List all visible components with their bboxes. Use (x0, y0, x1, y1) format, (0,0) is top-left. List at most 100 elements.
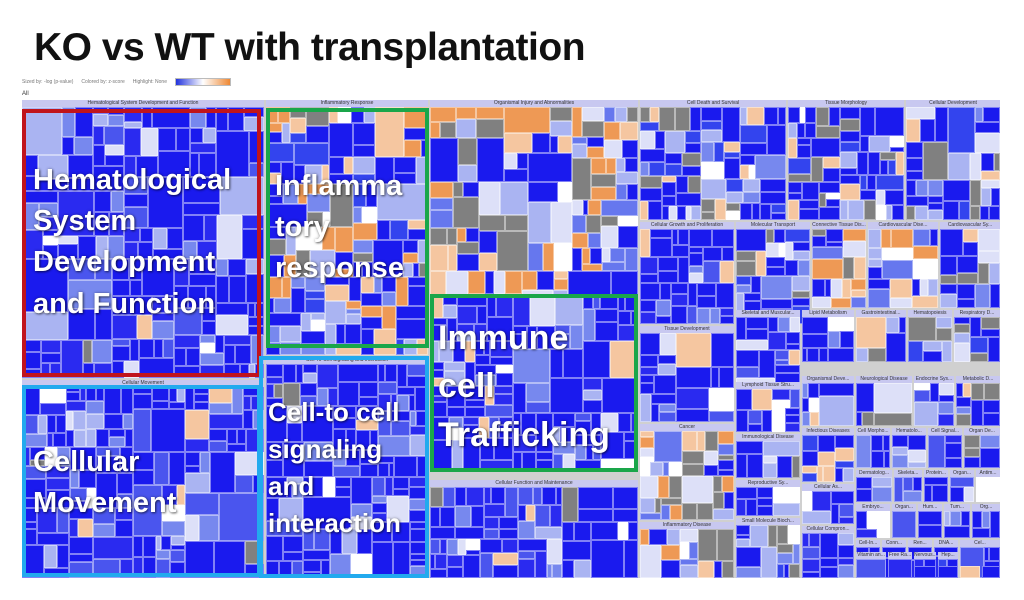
treemap-cell[interactable] (281, 162, 294, 184)
region-header[interactable]: Cardiovascular Dise... (868, 222, 938, 229)
treemap-cell[interactable] (918, 525, 942, 538)
treemap-cell[interactable] (793, 544, 800, 564)
treemap-cell[interactable] (736, 499, 746, 516)
treemap-cell[interactable] (867, 511, 877, 529)
treemap-cell[interactable] (374, 329, 396, 355)
region-dis[interactable] (960, 566, 980, 578)
treemap-cell[interactable] (558, 182, 572, 202)
treemap-cell[interactable] (362, 262, 373, 277)
treemap-cell[interactable] (685, 131, 701, 143)
treemap-cell[interactable] (759, 350, 775, 378)
treemap-cell[interactable] (896, 152, 904, 175)
treemap-cell[interactable] (572, 248, 582, 271)
treemap-cell[interactable] (701, 107, 722, 121)
treemap-cell[interactable] (322, 227, 335, 250)
treemap-cell[interactable] (204, 215, 217, 241)
treemap-cell[interactable] (740, 165, 749, 179)
treemap-cell[interactable] (748, 410, 762, 424)
treemap-cell[interactable] (497, 231, 528, 271)
treemap-cell[interactable] (856, 489, 872, 502)
treemap-cell[interactable] (554, 243, 572, 271)
treemap-cell[interactable] (528, 153, 572, 182)
treemap-cell[interactable] (447, 228, 457, 245)
treemap-cell[interactable] (655, 131, 665, 149)
treemap-cell[interactable] (248, 317, 264, 326)
treemap-cell[interactable] (792, 291, 810, 298)
treemap-cell[interactable] (874, 413, 912, 426)
treemap-cell[interactable] (970, 317, 981, 337)
treemap-cell[interactable] (206, 286, 216, 308)
treemap-cell[interactable] (899, 317, 906, 333)
treemap-cell[interactable] (303, 373, 317, 383)
treemap-cell[interactable] (802, 334, 828, 348)
treemap-cell[interactable] (697, 503, 713, 520)
region-header[interactable]: Cell Signal... (928, 428, 962, 435)
treemap-cell[interactable] (957, 284, 975, 299)
treemap-cell[interactable] (78, 236, 96, 259)
treemap-cell[interactable] (680, 559, 698, 565)
treemap-cell[interactable] (945, 458, 962, 468)
region-func-maint[interactable]: Cellular Function and Maintenance (430, 480, 638, 578)
treemap-cell[interactable] (978, 263, 989, 284)
treemap-cell[interactable] (590, 248, 602, 264)
treemap-cell[interactable] (747, 454, 763, 478)
treemap-cell[interactable] (752, 203, 760, 220)
treemap-cell[interactable] (860, 136, 869, 152)
treemap-cell[interactable] (186, 348, 200, 366)
treemap-cell[interactable] (778, 317, 790, 332)
treemap-cell[interactable] (755, 155, 786, 179)
treemap-cell[interactable] (430, 487, 443, 507)
treemap-cell[interactable] (786, 344, 800, 350)
treemap-cell[interactable] (505, 487, 518, 517)
treemap-cell[interactable] (697, 296, 716, 308)
treemap-cell[interactable] (189, 259, 216, 274)
treemap-cell[interactable] (788, 200, 799, 220)
treemap-cell[interactable] (290, 107, 306, 118)
treemap-cell[interactable] (914, 566, 936, 578)
treemap-cell[interactable] (216, 131, 249, 177)
treemap-cell[interactable] (915, 206, 928, 220)
treemap-cell[interactable] (317, 388, 328, 406)
treemap-cell[interactable] (654, 375, 676, 394)
treemap-cell[interactable] (124, 242, 138, 259)
treemap-cell[interactable] (928, 279, 938, 296)
treemap-cell[interactable] (831, 298, 851, 308)
treemap-cell[interactable] (785, 415, 800, 423)
region-connective[interactable]: Connective Tissue Dis... (812, 222, 866, 308)
region-skeletal[interactable]: Skeletal and Muscular... (736, 310, 800, 390)
treemap-cell[interactable] (913, 477, 922, 491)
treemap-cell[interactable] (616, 172, 638, 184)
treemap-cell[interactable] (463, 182, 479, 197)
treemap-cell[interactable] (913, 246, 938, 259)
treemap-cell[interactable] (139, 339, 154, 358)
treemap-cell[interactable] (458, 165, 477, 182)
treemap-cell[interactable] (282, 123, 290, 143)
treemap-cell[interactable] (812, 297, 831, 308)
treemap-cell[interactable] (554, 279, 568, 290)
treemap-cell[interactable] (537, 271, 554, 290)
treemap-cell[interactable] (183, 203, 220, 215)
region-header[interactable]: Immunological Disease (736, 434, 800, 441)
treemap-cell[interactable] (404, 140, 421, 157)
sorted-by-label[interactable]: Sized by: -log (p-value) (22, 79, 74, 85)
treemap-cell[interactable] (353, 184, 366, 207)
treemap-cell[interactable] (94, 191, 111, 212)
treemap-cell[interactable] (680, 565, 698, 578)
treemap-cell[interactable] (698, 529, 717, 561)
treemap-cell[interactable] (361, 306, 382, 317)
treemap-cell[interactable] (963, 229, 978, 242)
treemap-cell[interactable] (912, 296, 938, 308)
treemap-cell[interactable] (812, 229, 826, 236)
treemap-cell[interactable] (790, 389, 800, 408)
treemap-cell[interactable] (690, 107, 701, 131)
treemap-cell[interactable] (678, 229, 689, 245)
treemap-cell[interactable] (851, 297, 866, 308)
treemap-cell[interactable] (970, 180, 981, 206)
treemap-cell[interactable] (140, 228, 153, 242)
treemap-cell[interactable] (975, 122, 1000, 133)
treemap-cell[interactable] (970, 206, 980, 220)
region-header[interactable]: Org... (972, 504, 1000, 511)
treemap-cell[interactable] (500, 182, 528, 215)
treemap-cell[interactable] (944, 511, 950, 526)
treemap-cell[interactable] (505, 271, 522, 294)
